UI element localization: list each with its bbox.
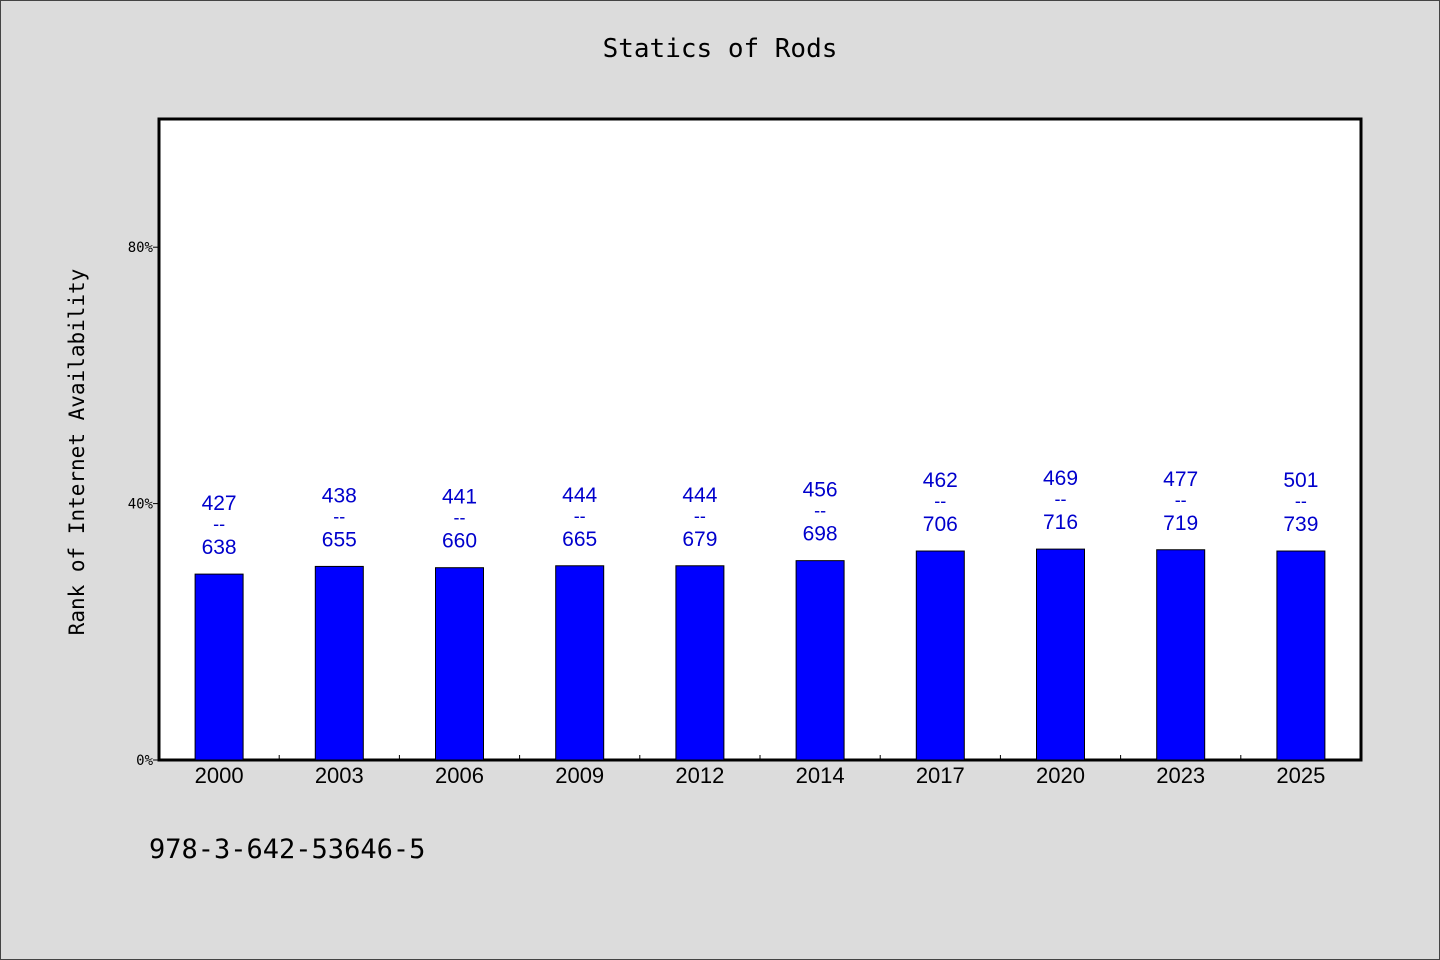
bar-label-top: 477 [1163, 468, 1198, 491]
bar-label-top: 469 [1043, 467, 1078, 490]
bar-label-separator: -- [454, 508, 466, 528]
y-axis: 0% 40% 80% [128, 240, 159, 769]
bar-label-bottom: 638 [202, 536, 237, 559]
bar-label-top: 462 [923, 469, 958, 492]
bar [1156, 549, 1206, 761]
bar-label-separator: -- [934, 491, 946, 511]
y-tick-label: 0% [136, 753, 153, 769]
bar-label-separator: -- [694, 506, 706, 526]
bar-label-bottom: 716 [1043, 511, 1078, 534]
bar-label-separator: -- [1055, 489, 1067, 509]
bar-label-top: 444 [562, 484, 597, 507]
bar [314, 565, 364, 761]
y-tick-label: 80% [128, 240, 154, 256]
x-tick-label: 2012 [675, 763, 724, 788]
bar-label-separator: -- [574, 506, 586, 526]
bar-label-top: 438 [322, 484, 357, 507]
bar-label-top: 444 [682, 484, 717, 507]
footer-identifier: 978-3-642-53646-5 [149, 834, 426, 865]
bar-label-bottom: 719 [1163, 512, 1198, 535]
bar-label-bottom: 706 [923, 513, 958, 536]
bar-label-separator: -- [213, 514, 225, 534]
x-axis: 2000 2003 2006 2009 2012 2014 2017 2020 2023 2025 [195, 755, 1325, 788]
bar-label-bottom: 655 [322, 528, 357, 551]
bar [1276, 550, 1326, 761]
bar [675, 565, 725, 761]
data-labels: 427--638438--655441--660444--665444--679… [202, 467, 1319, 559]
bar-label-top: 441 [442, 486, 477, 509]
x-tick-label: 2014 [796, 763, 845, 788]
bar [555, 565, 605, 761]
bar [795, 560, 845, 761]
bar-label-bottom: 698 [803, 523, 838, 546]
bar-label-separator: -- [333, 506, 345, 526]
bar [194, 573, 244, 761]
bar [1036, 548, 1085, 761]
bar-label-separator: -- [1175, 490, 1187, 510]
x-tick-label: 2009 [555, 763, 604, 788]
chart-title: Statics of Rods [602, 34, 838, 64]
x-tick-label: 2003 [315, 763, 364, 788]
x-tick-label: 2006 [435, 763, 484, 788]
x-tick-label: 2020 [1036, 763, 1085, 788]
bar [435, 567, 484, 761]
bar-label-bottom: 679 [682, 528, 717, 551]
bar-label-bottom: 665 [562, 528, 597, 551]
bar-label-top: 501 [1283, 469, 1318, 492]
x-tick-label: 2025 [1276, 763, 1325, 788]
y-tick-label: 40% [128, 497, 154, 513]
x-tick-label: 2023 [1156, 763, 1205, 788]
bar-label-bottom: 739 [1283, 513, 1318, 536]
bar-label-top: 427 [202, 492, 237, 515]
bar-label-separator: -- [1295, 491, 1307, 511]
bar-label-top: 456 [803, 479, 838, 502]
x-tick-label: 2017 [916, 763, 965, 788]
bar-label-bottom: 660 [442, 530, 477, 553]
x-tick-label: 2000 [195, 763, 244, 788]
bars [194, 548, 1326, 761]
bar [915, 550, 965, 761]
bar-label-separator: -- [814, 501, 826, 521]
